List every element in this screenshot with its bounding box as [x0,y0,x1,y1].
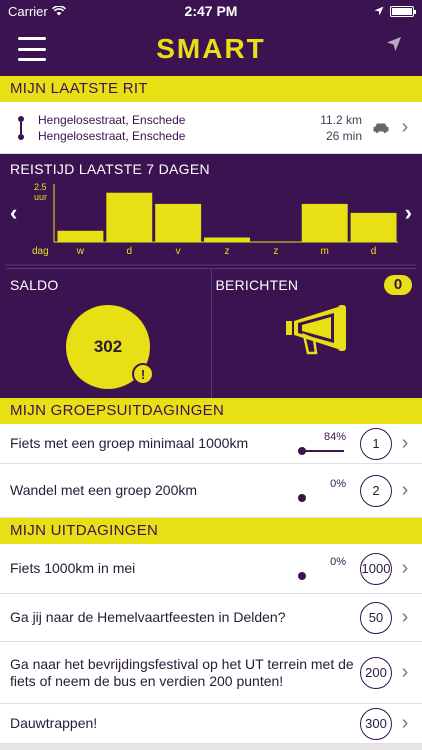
top-bar: Carrier 2:47 PM SMART [0,0,422,76]
saldo-title: SALDO [10,277,59,293]
challenge-label: Ga jij naar de Hemelvaartfeesten in Deld… [10,609,286,625]
progress-knob [298,446,306,455]
progress-track [300,449,344,452]
x-tick-label: m [321,246,329,257]
chart-bar [301,203,348,242]
megaphone-icon[interactable] [284,305,350,357]
x-tick-label: z [225,246,230,257]
chart-bar [57,230,104,242]
ride-stats: 11.2 km 26 min [320,112,362,144]
navbar: SMART [0,22,422,76]
progress-knob [298,571,306,580]
challenge-label: Wandel met een groep 200km [10,482,198,498]
challenge-progress: 0% [298,554,354,584]
chevron-right-icon: › [401,479,409,501]
location-arrow-icon[interactable] [386,36,402,52]
challenge-count: 1 [360,427,392,460]
hamburger-icon[interactable] [18,37,46,61]
progress-percent: 84% [323,430,346,443]
challenge-count: 200 [360,656,392,689]
ride-distance: 11.2 km [320,112,362,127]
chart-bar [350,212,397,242]
progress-knob [298,493,306,502]
x-axis-label: dag [32,246,49,257]
route-icon [14,115,28,140]
ride-duration: 26 min [325,128,362,143]
challenge-count: 50 [360,601,392,634]
wifi-icon [51,6,66,16]
progress-percent: 0% [330,555,346,568]
carrier-label: Carrier [8,3,48,19]
x-tick-label: z [273,246,278,257]
section-my-challenges: MIJN UITDAGINGEN [0,518,422,544]
next-week-arrow[interactable]: › [404,200,412,225]
group-challenge-row[interactable]: Wandel met een groep 200km 0% 2 › [0,464,422,518]
challenge-label: Dauwtrappen! [10,715,98,731]
challenge-label: Fiets 1000km in mei [10,560,136,576]
challenge-row[interactable]: Ga naar het bevrijdingsfestival op het U… [0,642,422,704]
chevron-right-icon: › [401,432,409,454]
saldo-section[interactable]: SALDO 302 ! [6,269,211,398]
status-bar: Carrier 2:47 PM [0,0,422,22]
battery-icon [390,5,416,17]
chevron-right-icon: › [401,116,409,138]
x-tick-label: d [371,246,377,257]
chart-bar [204,237,250,242]
ride-to: Hengelosestraat, Enschede [38,128,186,143]
y-axis-unit: uur [34,192,47,202]
challenge-label: Fiets met een groep minimaal 1000km [10,435,249,451]
challenge-progress: 84% [298,429,354,459]
progress-percent: 0% [330,477,346,490]
carrier-info: Carrier [8,4,66,19]
app-logo: SMART [156,33,266,64]
section-group-challenges: MIJN GROEPSUITDAGINGEN [0,398,422,424]
challenge-count: 2 [360,474,392,507]
prev-week-arrow[interactable]: ‹ [10,200,18,225]
travel-time-chart: 2.5 uur dag w d v z z m d ‹ › [0,180,422,268]
challenge-progress: 0% [298,476,354,506]
last-ride-row[interactable]: Hengelosestraat, Enschede Hengelosestraa… [0,102,422,154]
chart-bar [155,203,202,242]
ride-places: Hengelosestraat, Enschede Hengelosestraa… [38,112,320,144]
challenge-count: 300 [360,707,392,740]
warning-icon: ! [132,363,154,385]
section-last-ride: MIJN LAATSTE RIT [0,76,422,102]
berichten-section[interactable]: BERICHTEN 0 [210,269,417,398]
y-tick-label: 2.5 [34,182,47,192]
chevron-right-icon: › [401,606,409,628]
group-challenge-row[interactable]: Fiets met een groep minimaal 1000km 84% … [0,424,422,464]
summary-split: SALDO 302 ! BERICHTEN 0 [6,268,416,398]
x-tick-label: d [127,246,133,257]
saldo-value[interactable]: 302 [66,305,150,389]
ride-from: Hengelosestraat, Enschede [38,112,186,127]
challenge-count: 1000 [360,552,392,585]
travel-time-title: REISTIJD LAATSTE 7 DAGEN [10,161,210,177]
challenge-row[interactable]: Fiets 1000km in mei 0% 1000 › [0,544,422,594]
chevron-right-icon: › [401,712,409,734]
location-status-icon [374,6,384,16]
chart-bar [106,192,153,242]
stats-panel: REISTIJD LAATSTE 7 DAGEN 2.5 uur dag w d v z z m… [0,154,422,398]
car-icon [373,123,389,133]
x-tick-label: v [176,246,181,257]
challenge-label: Ga naar het bevrijdingsfestival op het U… [10,655,354,689]
x-tick-label: w [76,246,85,257]
messages-count-badge: 0 [384,275,412,295]
status-right [374,5,416,17]
chevron-right-icon: › [401,661,409,683]
berichten-title: BERICHTEN [215,277,299,293]
challenge-row[interactable]: Dauwtrappen! 300 › [0,704,422,744]
chevron-right-icon: › [401,557,409,579]
challenge-row[interactable]: Ga jij naar de Hemelvaartfeesten in Deld… [0,594,422,642]
